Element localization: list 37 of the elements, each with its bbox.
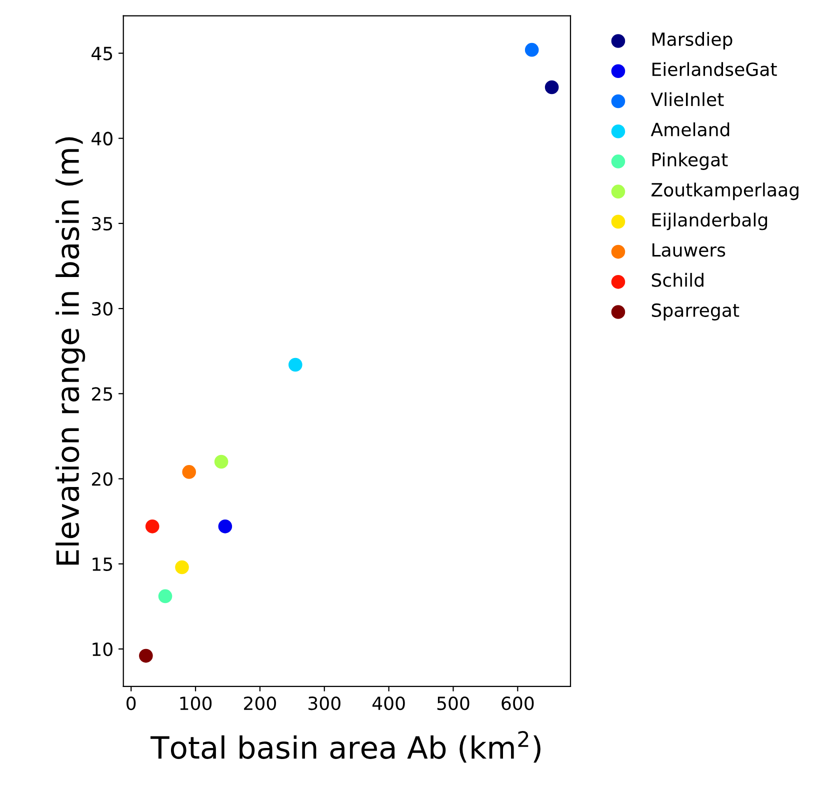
point [145, 520, 160, 534]
legend-label: Ameland [650, 122, 730, 136]
y-tick-label: 45 [92, 46, 112, 60]
legend-label: Marsdiep [652, 32, 732, 50]
y-tick-label: 25 [92, 387, 112, 401]
x-tick-label: 500 [437, 696, 470, 710]
legend-label: Lauwers [652, 243, 726, 257]
y-tick-label: 30 [92, 302, 112, 316]
point [218, 520, 232, 534]
legend-label: VlieInlet [650, 92, 724, 106]
legend-label: EierlandseGat [652, 62, 777, 76]
point [182, 465, 196, 479]
y-axis-title: Elevation range in basin (m) [56, 137, 86, 565]
point [139, 648, 153, 663]
y-tick-label: 20 [92, 472, 112, 486]
legend-label: Eijlanderbalg [652, 212, 768, 230]
point [158, 589, 172, 604]
x-tick-label: 600 [502, 696, 534, 710]
x-tick-label: 100 [180, 696, 212, 710]
point [524, 42, 539, 57]
y-tick-label: 15 [92, 558, 112, 571]
point [214, 454, 228, 469]
legend-label: Pinkegat [652, 152, 728, 170]
x-tick-label: 200 [244, 696, 276, 710]
legend-label: Zoutkamperlaag [652, 182, 798, 200]
x-axis-title: Total basin area Ab (km$^{2}$) [150, 730, 540, 763]
y-tick-label: 35 [92, 216, 112, 231]
point [544, 80, 559, 94]
y-tick-label: 10 [92, 642, 112, 656]
x-tick-label: 400 [372, 696, 405, 710]
x-tick-label: 300 [308, 696, 340, 710]
point [175, 560, 189, 574]
x-tick-label: 0 [126, 696, 136, 710]
legend-label: Sparregat [652, 303, 740, 321]
y-tick-label: 40 [92, 132, 112, 146]
point [288, 358, 302, 372]
legend-label: Schild [652, 272, 704, 287]
